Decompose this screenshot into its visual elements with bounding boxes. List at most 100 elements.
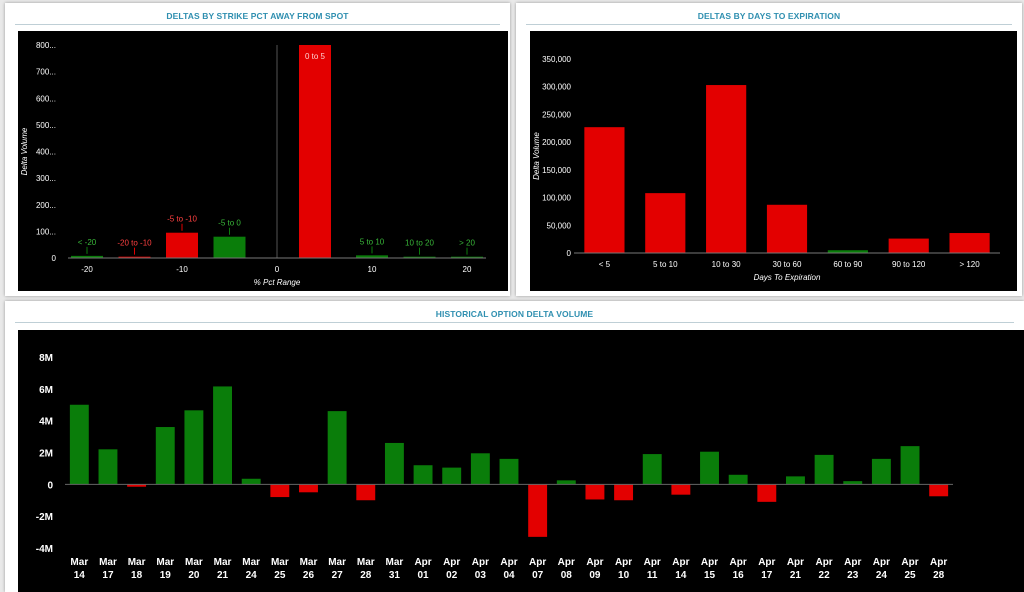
y-tick-label: 300... (36, 174, 56, 183)
expiry-bar (888, 238, 929, 253)
strike-pct-chart: 0 100... 200... 300... 400... 500... 600... 700… (20, 41, 486, 287)
x-tick-label: 60 to 90 (833, 260, 862, 269)
x-tick-month: Apr (586, 557, 603, 568)
history-bar (327, 411, 347, 485)
strike-bar (71, 255, 103, 258)
x-tick-day: 09 (589, 570, 601, 581)
history-bar (700, 451, 719, 485)
history-bar (785, 476, 805, 485)
y-tick-label: 0 (567, 249, 572, 258)
y-tick-label: 350,000 (542, 55, 571, 64)
x-tick-month: Mar (328, 557, 346, 568)
x-tick-month: Mar (271, 557, 289, 568)
x-tick-label: > 120 (959, 260, 980, 269)
history-bar (184, 410, 204, 485)
x-tick-day: 03 (475, 570, 487, 581)
x-tick-label: < 5 (599, 260, 611, 269)
x-tick-month: Apr (930, 557, 947, 568)
history-bar (127, 484, 147, 487)
strike-bar (213, 236, 246, 258)
strike-pct-title-divider (15, 24, 500, 25)
strike-bar-label: -5 to -10 (167, 215, 197, 224)
y-tick-label: 0 (47, 480, 53, 491)
x-tick-label: 0 (275, 265, 280, 274)
x-tick-day: 11 (647, 570, 658, 581)
expiry-bar (645, 193, 686, 253)
x-tick-month: Mar (185, 557, 203, 568)
strike-bar-label: 10 to 20 (405, 239, 434, 248)
x-tick-month: Mar (128, 557, 146, 568)
x-tick-month: Mar (156, 557, 174, 568)
x-tick-month: Mar (242, 557, 260, 568)
x-tick-day: 24 (876, 570, 888, 581)
strike-bar (356, 255, 388, 258)
x-tick-day: 04 (503, 570, 515, 581)
expiry-title-divider (526, 24, 1012, 25)
history-bar (270, 484, 290, 498)
x-tick-day: 28 (360, 570, 372, 581)
x-tick-month: Apr (873, 557, 890, 568)
strike-bar-label: -20 to -10 (117, 239, 152, 248)
y-tick-label: 6M (39, 385, 53, 396)
history-bar (356, 484, 376, 501)
y-tick-label: 2M (39, 449, 53, 460)
x-tick-month: Apr (472, 557, 489, 568)
y-tick-label: 100,000 (542, 194, 571, 203)
x-tick-label: 90 to 120 (892, 260, 926, 269)
y-tick-label: 600... (36, 94, 56, 103)
x-tick-day: 24 (246, 570, 258, 581)
x-tick-day: 01 (418, 570, 430, 581)
x-tick-month: Apr (500, 557, 517, 568)
x-tick-day: 07 (532, 570, 544, 581)
history-chart: -4M -2M 0 2M 4M 6M 8M Mar 14 Mar 17 Mar 18 Mar 19 Mar 20… (36, 353, 953, 581)
expiry-bar (949, 233, 990, 253)
x-tick-day: 08 (561, 570, 573, 581)
x-tick-day: 21 (217, 570, 229, 581)
history-bar (470, 453, 490, 485)
y-tick-label: 250,000 (542, 110, 571, 119)
strike-bar-label: 0 to 5 (305, 52, 326, 61)
x-tick-month: Mar (99, 557, 117, 568)
x-tick-day: 20 (188, 570, 200, 581)
history-bar (69, 404, 89, 485)
y-tick-label: 200... (36, 201, 56, 210)
x-tick-month: Apr (730, 557, 747, 568)
x-tick-day: 22 (819, 570, 831, 581)
expiry-bar (766, 204, 808, 253)
y-tick-label: 500... (36, 121, 56, 130)
x-tick-day: 23 (847, 570, 859, 581)
x-tick-label: 5 to 10 (653, 260, 678, 269)
strike-bar (118, 256, 151, 259)
strike-bar (166, 232, 198, 258)
history-panel: HISTORICAL OPTION DELTA VOLUME -4M -2M 0 2M… (5, 301, 1024, 592)
y-tick-label: 800... (36, 41, 56, 50)
x-tick-month: Mar (386, 557, 404, 568)
x-tick-month: Apr (644, 557, 661, 568)
x-tick-day: 21 (790, 570, 802, 581)
x-tick-month: Apr (844, 557, 861, 568)
expiry-panel: DELTAS BY DAYS TO EXPIRATION 0 50,000 100,… (516, 3, 1022, 296)
y-tick-label: 150,000 (542, 166, 571, 175)
history-bar (213, 386, 233, 485)
x-tick-day: 16 (733, 570, 745, 581)
x-tick-month: Mar (357, 557, 375, 568)
history-bar (384, 442, 404, 485)
strike-bar-label: < -20 (78, 238, 97, 247)
strike-pct-panel-title: DELTAS BY STRIKE PCT AWAY FROM SPOT (166, 11, 349, 21)
expiry-bar (706, 85, 747, 254)
y-tick-label: 8M (39, 353, 53, 364)
x-tick-day: 19 (160, 570, 172, 581)
x-tick-month: Apr (558, 557, 575, 568)
x-tick-day: 25 (274, 570, 286, 581)
history-title-divider (15, 322, 1014, 323)
x-tick-day: 27 (332, 570, 344, 581)
history-bar (642, 454, 662, 485)
x-tick-label: -20 (81, 265, 93, 274)
expiry-chart-area: 0 50,000 100,000 150,000 200,000 250,000 300,0… (530, 31, 1017, 291)
x-tick-month: Apr (701, 557, 718, 568)
history-bar (413, 465, 433, 485)
expiry-bar (584, 127, 625, 253)
y-tick-label: 50,000 (547, 221, 572, 230)
y-tick-label: 400... (36, 148, 56, 157)
x-tick-day: 26 (303, 570, 315, 581)
